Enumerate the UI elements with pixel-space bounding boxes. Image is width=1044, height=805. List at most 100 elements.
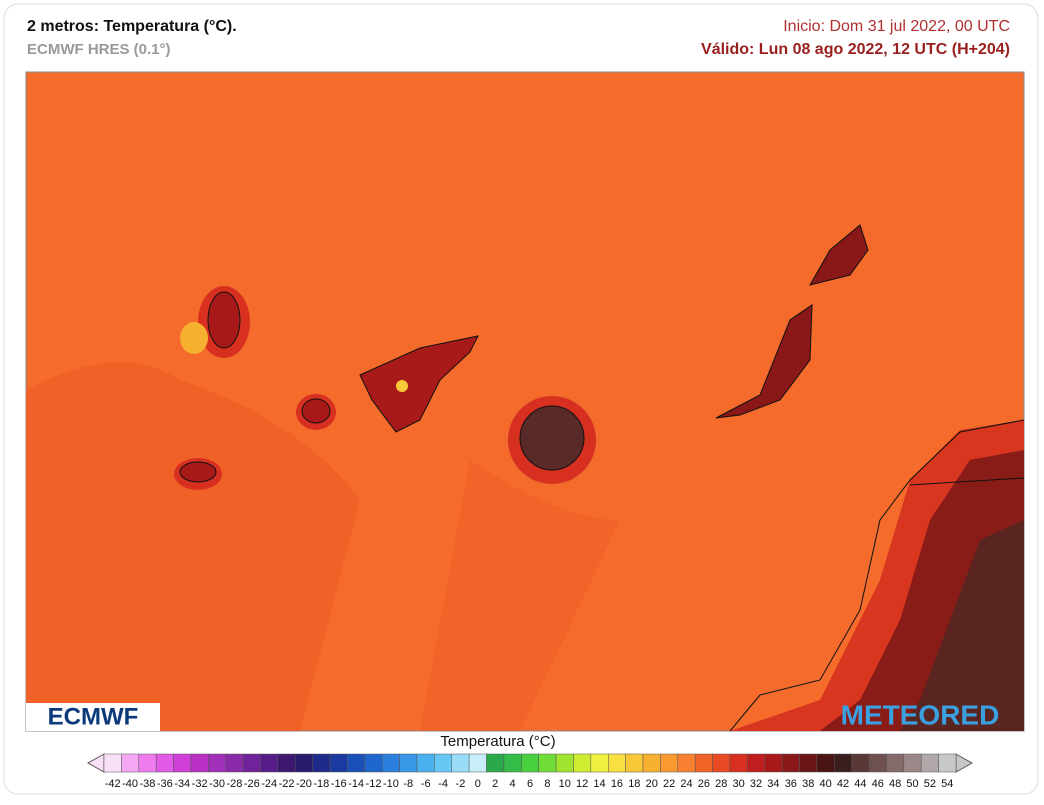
colorbar-cell: [851, 753, 870, 773]
colorbar-cell: [903, 753, 922, 773]
colorbar-label: 48: [889, 778, 901, 790]
colorbar-label: 22: [663, 778, 675, 790]
colorbar-cell: [607, 753, 626, 773]
colorbar-label: 2: [492, 778, 498, 790]
colorbar-cell: [190, 753, 209, 773]
colorbar-label: -32: [192, 778, 208, 790]
colorbar-cell: [381, 753, 400, 773]
colorbar-label: -36: [157, 778, 173, 790]
colorbar-cell: [138, 753, 157, 773]
colorbar-label: -28: [226, 778, 242, 790]
colorbar-label: -12: [366, 778, 382, 790]
valid-time: Válido: Lun 08 ago 2022, 12 UTC (H+204): [701, 41, 1010, 58]
colorbar-cell: [121, 753, 140, 773]
colorbar-cell: [625, 753, 644, 773]
colorbar-label: -16: [331, 778, 347, 790]
colorbar-label: 42: [837, 778, 849, 790]
colorbar-cell: [503, 753, 522, 773]
colorbar-cell: [694, 753, 713, 773]
colorbar-cell: [295, 753, 313, 773]
colorbar-label: 38: [802, 778, 814, 790]
colorbar-cell: [642, 753, 661, 773]
colorbar-cell: [712, 753, 731, 773]
colorbar-cell: [329, 753, 348, 773]
colorbar-label: -26: [244, 778, 260, 790]
colorbar: -42 -40 -38 -36 -34 -32 -30 -28 -26 -24 -22 -20 -18-…: [86, 753, 974, 790]
colorbar-label: 26: [698, 778, 710, 790]
colorbar-cell: [868, 753, 887, 773]
colorbar-cell: [938, 753, 957, 773]
colorbar-label: -8: [403, 778, 413, 790]
init-time: Inicio: Dom 31 jul 2022, 00 UTC: [783, 18, 1010, 35]
colorbar-label: 28: [715, 778, 727, 790]
colorbar-cell: [834, 753, 852, 773]
colorbar-cell: [538, 753, 557, 773]
colorbar-label: 10: [559, 778, 571, 790]
colorbar-label: 18: [628, 778, 640, 790]
colorbar-cell: [816, 753, 835, 773]
colorbar-label: -22: [279, 778, 295, 790]
colorbar-label: 34: [767, 778, 779, 790]
colorbar-label: 12: [576, 778, 588, 790]
colorbar-cell: [920, 753, 939, 773]
colorbar-label: 20: [646, 778, 658, 790]
colorbar-cell: [468, 753, 487, 773]
colorbar-cell: [781, 753, 800, 773]
colorbar-cell: [155, 753, 174, 773]
colorbar-label: -42: [105, 778, 121, 790]
colorbar-label: -10: [383, 778, 399, 790]
colorbar-cell: [677, 753, 696, 773]
colorbar-cell: [555, 753, 574, 773]
colorbar-label: -20: [296, 778, 312, 790]
colorbar-cell: [173, 753, 192, 773]
colorbar-cell: [225, 753, 244, 773]
colorbar-label: -6: [421, 778, 431, 790]
colorbar-cell: [242, 753, 261, 773]
colorbar-cell: [660, 753, 679, 773]
colorbar-label: -38: [140, 778, 156, 790]
colorbar-cell: [434, 753, 453, 773]
colorbar-label: -18: [313, 778, 329, 790]
colorbar-label: 52: [924, 778, 936, 790]
colorbar-label: 16: [611, 778, 623, 790]
colorbar-label: -34: [174, 778, 190, 790]
colorbar-cell: [486, 753, 505, 773]
colorbar-label: 8: [544, 778, 550, 790]
colorbar-label: -4: [438, 778, 448, 790]
colorbar-cell: [799, 753, 818, 773]
logo-right: METEORED: [841, 699, 1000, 730]
colorbar-cell: [764, 753, 783, 773]
colorbar-cell: [277, 753, 296, 773]
colorbar-label: 50: [906, 778, 918, 790]
colorbar-label: -2: [456, 778, 466, 790]
map: ECMWF METEORED: [25, 71, 1025, 732]
colorbar-label: 14: [593, 778, 605, 790]
colorbar-cell: [573, 753, 592, 773]
colorbar-label: -24: [261, 778, 277, 790]
colorbar-cell: [347, 753, 366, 773]
colorbar-label: 32: [750, 778, 762, 790]
colorbar-cell: [521, 753, 539, 773]
colorbar-cell: [729, 753, 748, 773]
colorbar-cell: [364, 753, 383, 773]
colorbar-label: -30: [209, 778, 225, 790]
colorbar-label: 46: [872, 778, 884, 790]
colorbar-cell: [886, 753, 905, 773]
colorbar-cell: [416, 753, 435, 773]
colorbar-cell: [399, 753, 418, 773]
colorbar-cell: [747, 753, 765, 773]
colorbar-label: 36: [785, 778, 797, 790]
colorbar-cell: [451, 753, 470, 773]
colorbar-label: 0: [475, 778, 481, 790]
colorbar-label: -40: [122, 778, 138, 790]
colorbar-label: 30: [733, 778, 745, 790]
colorbar-label: 54: [941, 778, 953, 790]
colorbar-cell: [260, 753, 279, 773]
model: ECMWF HRES (0.1°): [27, 41, 171, 58]
colorbar-label: 4: [510, 778, 516, 790]
colorbar-label: 24: [680, 778, 692, 790]
colorbar-cell: [590, 753, 609, 773]
colorbar-label: 40: [819, 778, 831, 790]
colorbar-label: 44: [854, 778, 866, 790]
